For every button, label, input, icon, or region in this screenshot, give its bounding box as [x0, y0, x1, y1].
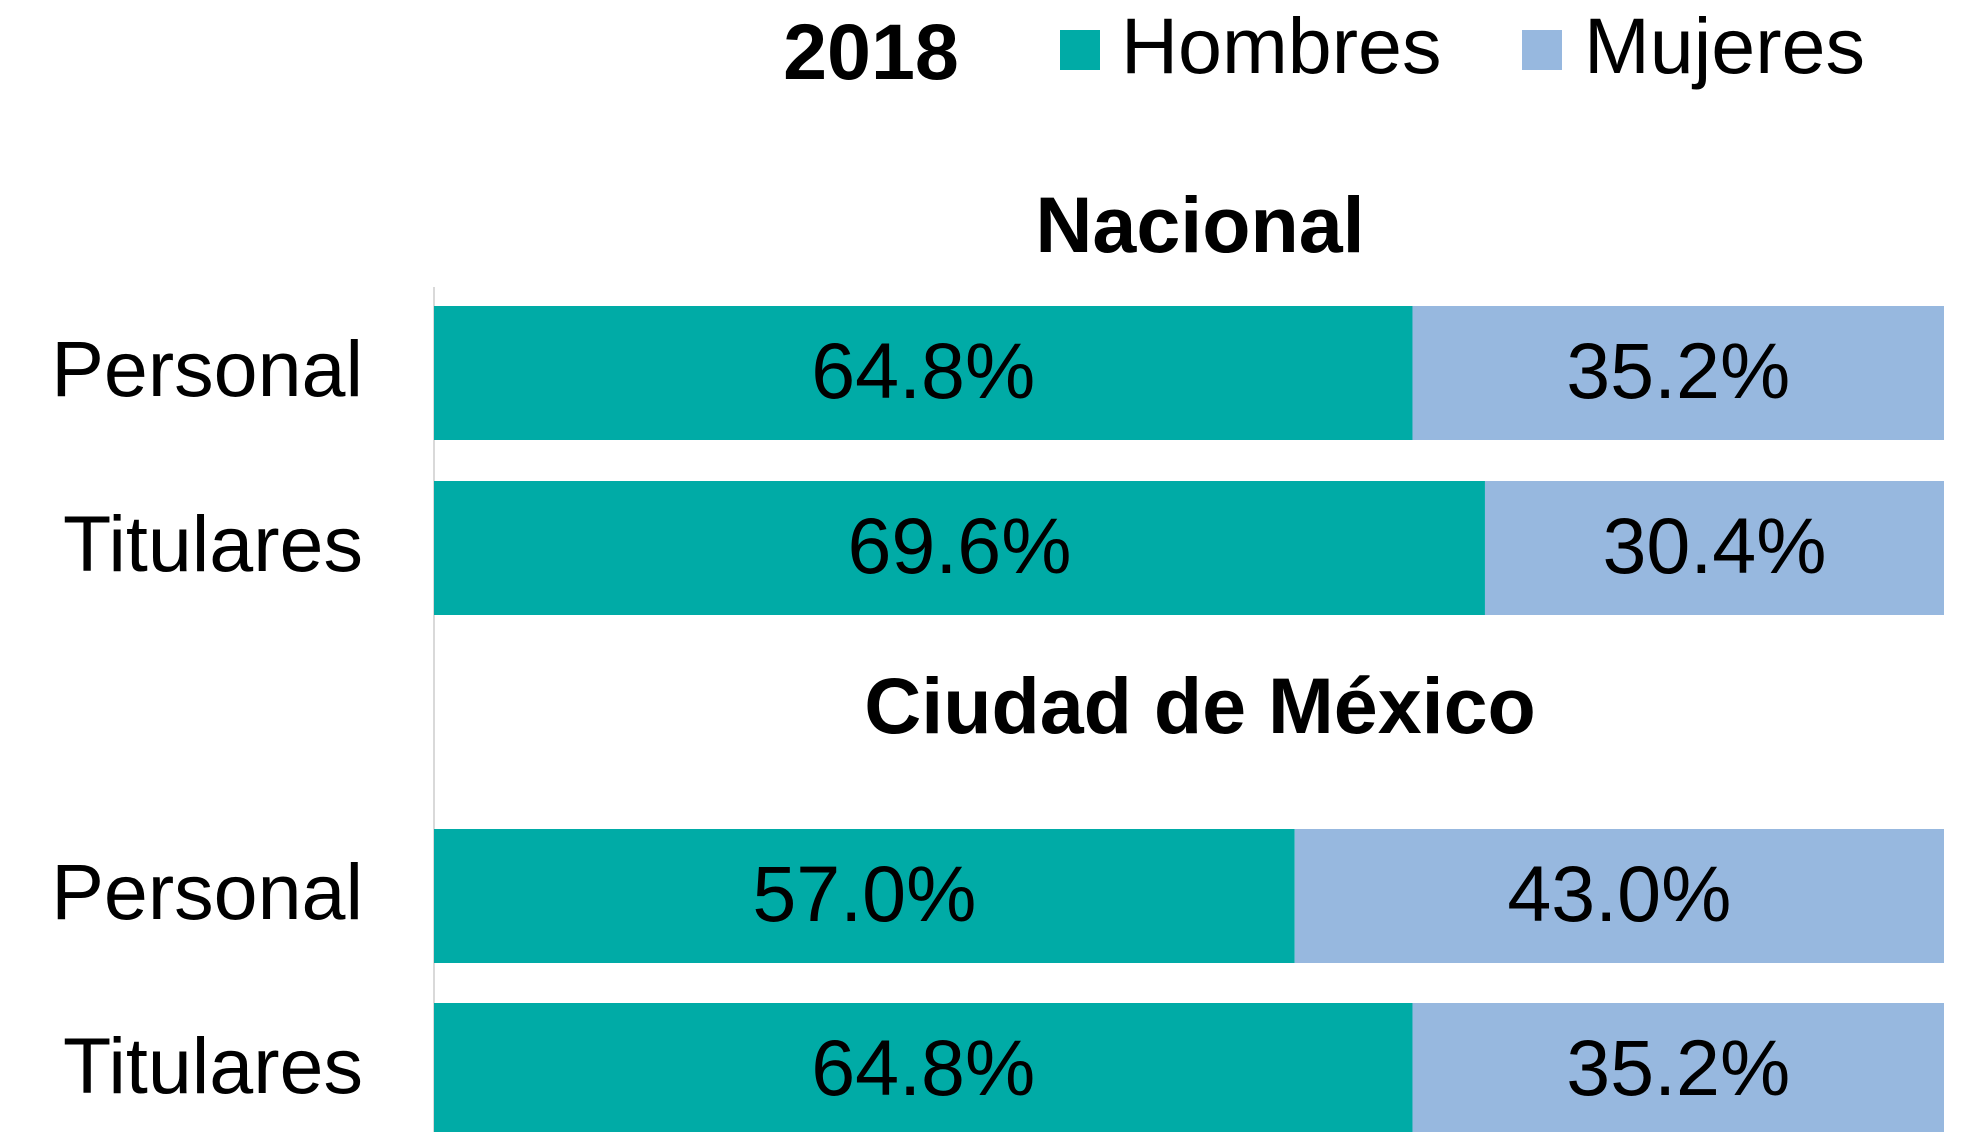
bar-segment: [434, 306, 1413, 440]
value-label: 43.0%: [1507, 849, 1731, 938]
bar-segment: [1412, 1003, 1944, 1132]
group-title: Nacional: [1035, 180, 1364, 269]
value-label: 69.6%: [847, 501, 1071, 590]
legend-swatch: [1060, 30, 1100, 70]
bar-segment: [1294, 829, 1944, 963]
value-label: 35.2%: [1566, 326, 1790, 415]
value-label: 64.8%: [811, 326, 1035, 415]
legend-label: Mujeres: [1584, 1, 1865, 90]
bar-segment: [434, 829, 1295, 963]
legend-swatch: [1522, 30, 1562, 70]
bar-segment: [434, 481, 1485, 615]
value-label: 30.4%: [1602, 501, 1826, 590]
value-label: 64.8%: [811, 1023, 1035, 1112]
bar-segment: [1484, 481, 1944, 615]
bar-segment: [1412, 306, 1944, 440]
legend-label: Hombres: [1121, 1, 1441, 90]
category-label: Titulares: [63, 1021, 363, 1110]
category-label: Personal: [51, 324, 363, 413]
value-label: 35.2%: [1566, 1023, 1790, 1112]
value-label: 57.0%: [752, 849, 976, 938]
bar-segment: [434, 1003, 1413, 1132]
category-label: Titulares: [63, 499, 363, 588]
category-label: Personal: [51, 847, 363, 936]
chart-title: 2018: [783, 7, 959, 96]
group-title: Ciudad de México: [864, 661, 1536, 750]
